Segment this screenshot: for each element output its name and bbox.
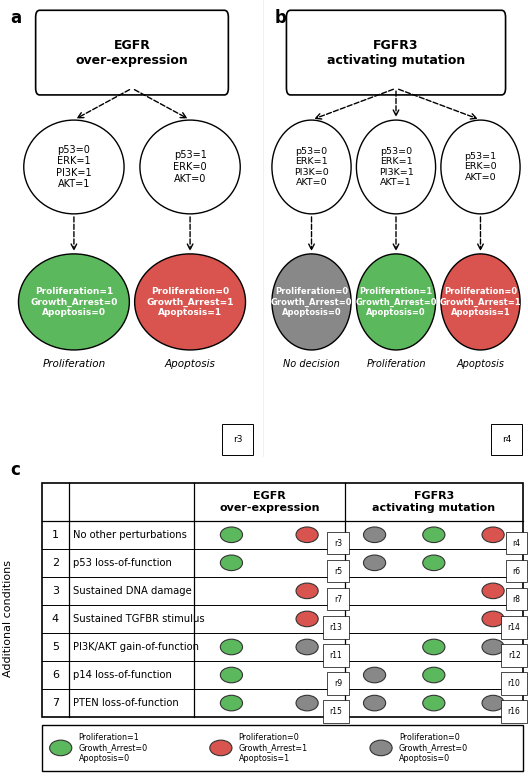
Text: r6: r6 (513, 566, 521, 576)
Ellipse shape (296, 639, 318, 655)
Text: r12: r12 (508, 651, 521, 660)
Text: 7: 7 (52, 698, 59, 708)
FancyBboxPatch shape (36, 10, 228, 95)
Text: Proliferation=0
Growth_Arrest=0
Apoptosis=0: Proliferation=0 Growth_Arrest=0 Apoptosi… (399, 733, 468, 762)
Ellipse shape (356, 254, 436, 350)
Text: r5: r5 (334, 566, 342, 576)
Text: Proliferation=1
Growth_Arrest=0
Apoptosis=0: Proliferation=1 Growth_Arrest=0 Apoptosi… (355, 287, 437, 317)
Ellipse shape (482, 527, 504, 543)
Text: No decision: No decision (283, 359, 340, 369)
Text: 6: 6 (52, 670, 59, 680)
Ellipse shape (363, 695, 385, 711)
Text: r13: r13 (329, 622, 342, 632)
Ellipse shape (24, 120, 124, 213)
Text: Proliferation: Proliferation (42, 359, 106, 369)
Text: Apoptosis: Apoptosis (165, 359, 215, 369)
Ellipse shape (363, 555, 385, 571)
Text: 3: 3 (52, 586, 59, 596)
Ellipse shape (423, 639, 445, 655)
Ellipse shape (441, 120, 520, 213)
Text: b: b (275, 9, 286, 27)
Ellipse shape (296, 527, 318, 543)
Text: p14 loss-of-function: p14 loss-of-function (73, 670, 172, 680)
Text: r4: r4 (502, 435, 512, 443)
Ellipse shape (18, 254, 129, 350)
Text: Additional conditions: Additional conditions (3, 561, 13, 677)
Text: Sustained DNA damage: Sustained DNA damage (73, 586, 192, 596)
Text: p53=1
ERK=0
AKT=0: p53=1 ERK=0 AKT=0 (173, 150, 207, 184)
Ellipse shape (220, 639, 242, 655)
Ellipse shape (423, 667, 445, 683)
Ellipse shape (423, 555, 445, 571)
Text: r7: r7 (334, 594, 342, 604)
Text: r8: r8 (513, 594, 521, 604)
FancyBboxPatch shape (286, 10, 506, 95)
Text: Proliferation=0
Growth_Arrest=1
Apoptosis=1: Proliferation=0 Growth_Arrest=1 Apoptosi… (146, 287, 234, 317)
Text: r10: r10 (508, 679, 521, 687)
Text: PTEN loss-of-function: PTEN loss-of-function (73, 698, 178, 708)
Text: c: c (11, 461, 21, 479)
Ellipse shape (482, 695, 504, 711)
Ellipse shape (363, 667, 385, 683)
Ellipse shape (296, 583, 318, 599)
Text: Sustained TGFBR stimulus: Sustained TGFBR stimulus (73, 614, 204, 624)
Ellipse shape (296, 612, 318, 626)
Text: EGFR
over-expression: EGFR over-expression (76, 38, 188, 66)
Ellipse shape (220, 527, 242, 543)
Ellipse shape (296, 695, 318, 711)
Ellipse shape (140, 120, 240, 213)
Ellipse shape (370, 740, 392, 755)
Ellipse shape (135, 254, 246, 350)
Text: Proliferation=0
Growth_Arrest=1
Apoptosis=1: Proliferation=0 Growth_Arrest=1 Apoptosi… (239, 733, 308, 762)
Text: p53 loss-of-function: p53 loss-of-function (73, 558, 172, 568)
Text: 4: 4 (52, 614, 59, 624)
Text: Proliferation: Proliferation (366, 359, 426, 369)
Text: 5: 5 (52, 642, 59, 652)
Text: FGFR3
activating mutation: FGFR3 activating mutation (327, 38, 465, 66)
Ellipse shape (272, 254, 351, 350)
Text: EGFR
over-expression: EGFR over-expression (219, 491, 319, 513)
Ellipse shape (220, 667, 242, 683)
Ellipse shape (272, 120, 351, 213)
Text: a: a (11, 9, 22, 27)
Text: r16: r16 (508, 707, 521, 716)
Text: p53=0
ERK=1
PI3K=0
AKT=0: p53=0 ERK=1 PI3K=0 AKT=0 (294, 147, 329, 187)
Text: r9: r9 (334, 679, 342, 687)
Text: r15: r15 (329, 707, 342, 716)
Ellipse shape (220, 555, 242, 571)
Text: r3: r3 (334, 539, 342, 547)
Text: r14: r14 (508, 622, 521, 632)
Text: p53=0
ERK=1
PI3K=1
AKT=1: p53=0 ERK=1 PI3K=1 AKT=1 (379, 147, 413, 187)
Ellipse shape (482, 612, 504, 626)
Ellipse shape (363, 527, 385, 543)
Text: r11: r11 (329, 651, 342, 660)
Ellipse shape (482, 583, 504, 599)
Ellipse shape (482, 639, 504, 655)
Ellipse shape (210, 740, 232, 755)
Ellipse shape (441, 254, 520, 350)
Text: r4: r4 (513, 539, 521, 547)
Text: Proliferation=0
Growth_Arrest=0
Apoptosis=0: Proliferation=0 Growth_Arrest=0 Apoptosi… (271, 287, 352, 317)
Text: p53=1
ERK=0
AKT=0: p53=1 ERK=0 AKT=0 (464, 152, 497, 182)
Text: Apoptosis: Apoptosis (457, 359, 504, 369)
Ellipse shape (423, 695, 445, 711)
Ellipse shape (50, 740, 72, 755)
Text: r3: r3 (233, 435, 242, 443)
Text: 2: 2 (52, 558, 59, 568)
Text: No other perturbations: No other perturbations (73, 529, 187, 540)
Text: FGFR3
activating mutation: FGFR3 activating mutation (372, 491, 495, 513)
Text: Proliferation=0
Growth_Arrest=1
Apoptosis=1: Proliferation=0 Growth_Arrest=1 Apoptosi… (440, 287, 521, 317)
Text: PI3K/AKT gain-of-function: PI3K/AKT gain-of-function (73, 642, 199, 652)
Text: p53=0
ERK=1
PI3K=1
AKT=1: p53=0 ERK=1 PI3K=1 AKT=1 (56, 145, 92, 189)
Ellipse shape (356, 120, 436, 213)
Text: 1: 1 (52, 529, 59, 540)
Text: Proliferation=1
Growth_Arrest=0
Apoptosis=0: Proliferation=1 Growth_Arrest=0 Apoptosi… (30, 287, 118, 317)
Text: Proliferation=1
Growth_Arrest=0
Apoptosis=0: Proliferation=1 Growth_Arrest=0 Apoptosi… (79, 733, 148, 762)
Bar (42, 483, 523, 717)
Ellipse shape (220, 695, 242, 711)
Bar (42, 725, 523, 770)
Ellipse shape (423, 527, 445, 543)
